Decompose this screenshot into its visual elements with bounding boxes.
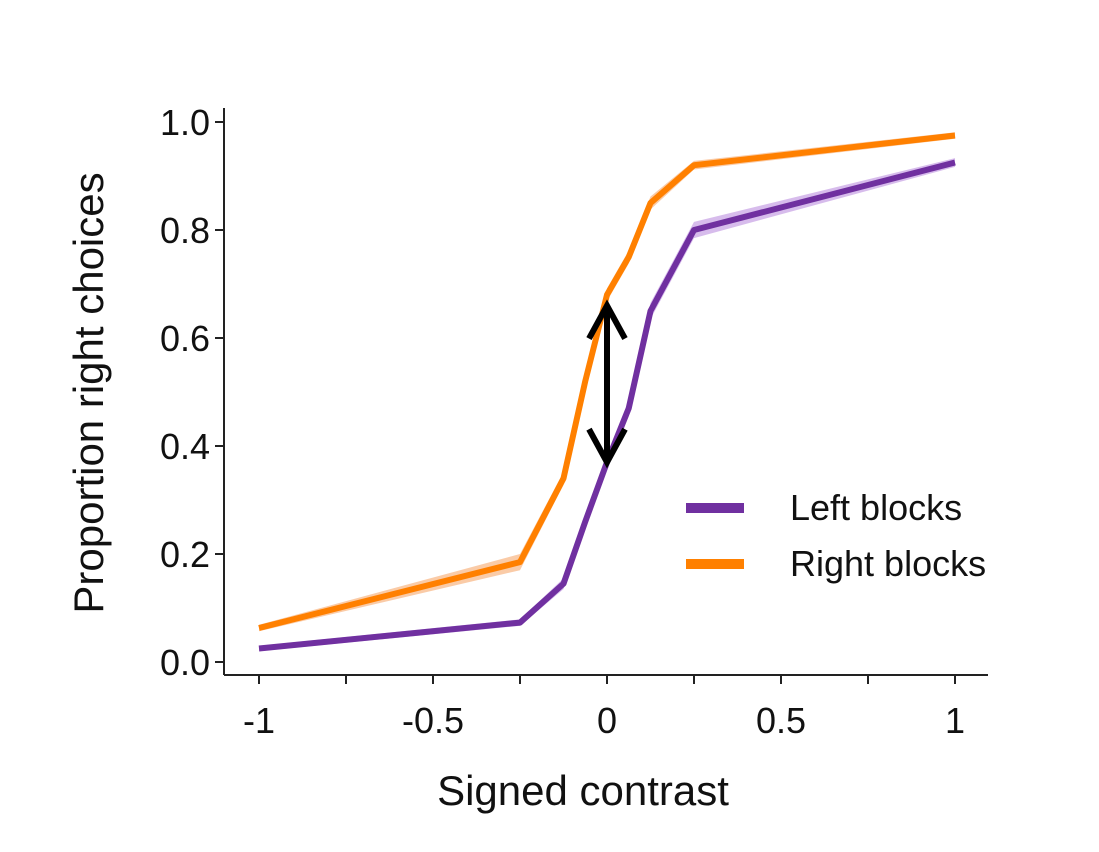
annotations [586,299,628,469]
legend: Left blocks Right blocks [686,487,986,584]
x-tick-label: 1 [945,700,965,741]
tick-marks [215,121,956,684]
right-blocks-legend-label: Right blocks [790,543,986,584]
y-tick-label: 0.4 [160,426,210,467]
y-tick-label: 0.0 [160,642,210,683]
tick-labels: -1 -0.5 0 0.5 1 0.0 0.2 0.4 0.6 0.8 1.0 [160,102,965,741]
y-tick-label: 0.6 [160,318,210,359]
x-tick-label: 0.5 [756,700,806,741]
x-tick-label: -0.5 [402,700,464,741]
y-axis-label: Proportion right choices [65,172,112,613]
x-tick-label: 0 [597,700,617,741]
x-tick-label: -1 [243,700,275,741]
y-tick-label: 0.2 [160,534,210,575]
arrow-head-down [586,427,628,469]
arrow-head-up [586,299,628,341]
y-tick-label: 1.0 [160,102,210,143]
x-axis-label: Signed contrast [437,767,729,814]
left-blocks-legend-label: Left blocks [790,487,962,528]
y-tick-label: 0.8 [160,210,210,251]
